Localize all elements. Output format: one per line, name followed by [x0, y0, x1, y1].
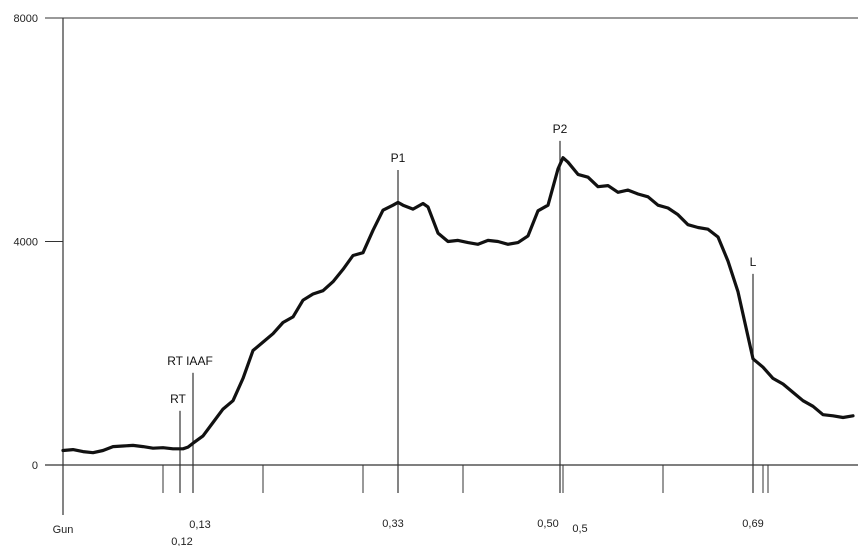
x-tick-label: 0,12 — [171, 536, 192, 546]
x-tick-label: 0,33 — [382, 518, 403, 530]
x-tick-label: 0,5 — [572, 523, 587, 535]
y-tick-label: 4000 — [14, 237, 38, 249]
labels: 0 4000 8000 Gun RT RT IAAF P1 P2 L 0,12 0,13 0,33 0,… — [14, 13, 764, 546]
markers — [179, 140, 754, 493]
y-tick-label: 8000 — [14, 13, 38, 25]
marker-label: P2 — [553, 122, 568, 136]
marker-label: L — [750, 255, 757, 269]
x-tick-label: 0,69 — [742, 518, 763, 530]
x-start-label: Gun — [53, 524, 74, 536]
marker-label: RT — [170, 392, 186, 406]
marker-label: RT IAAF — [167, 354, 213, 368]
x-tick-label: 0,13 — [189, 519, 210, 531]
series-line — [61, 156, 855, 455]
x-ticks — [162, 465, 769, 493]
x-tick-label: 0,50 — [537, 518, 558, 530]
axes — [45, 17, 858, 515]
marker-label: P1 — [391, 151, 406, 165]
y-tick-label: 0 — [32, 460, 38, 472]
